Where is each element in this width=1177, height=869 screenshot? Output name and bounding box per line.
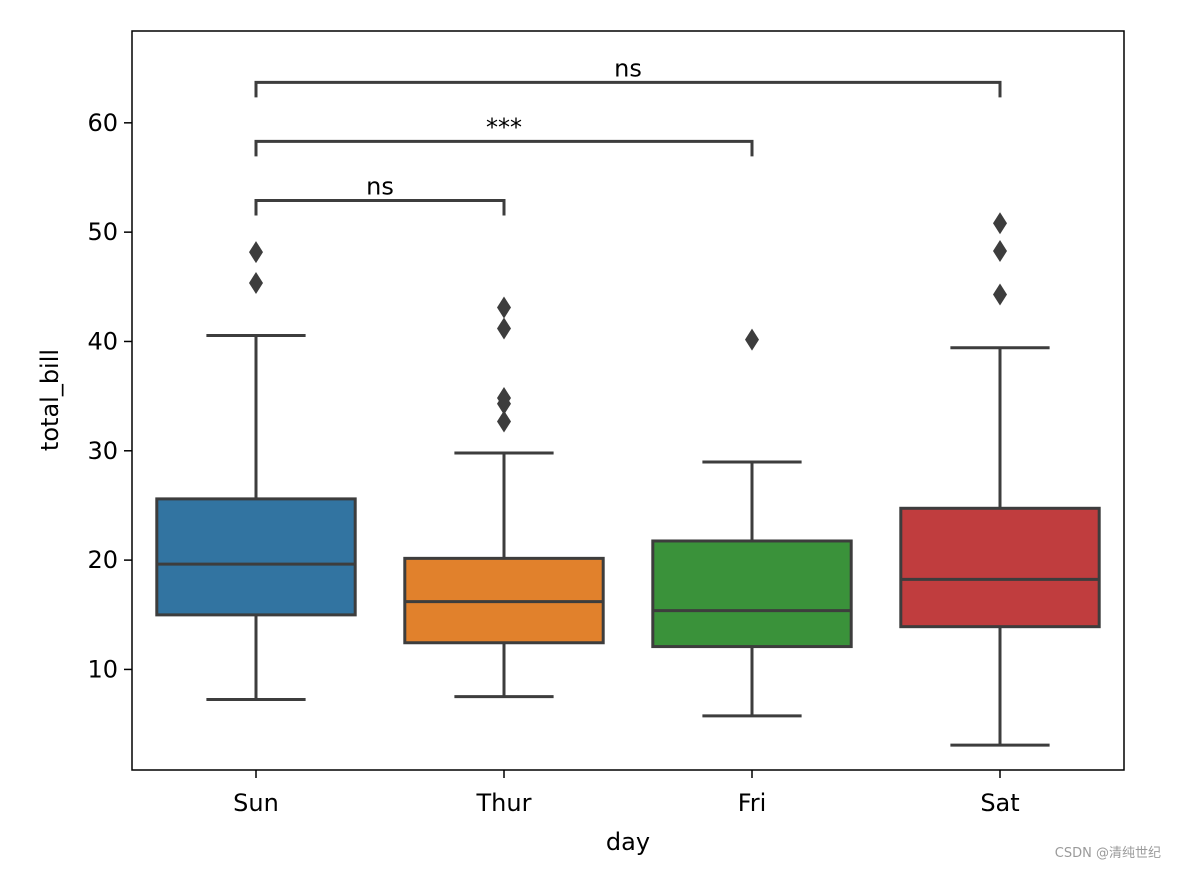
y-tick-label: 50 (87, 218, 118, 246)
outlier-point (993, 212, 1007, 235)
box-group-sun (155, 241, 357, 701)
outlier-point (993, 283, 1007, 306)
outlier-point (497, 386, 511, 409)
outlier-point (497, 296, 511, 319)
y-tick-label: 30 (87, 437, 118, 465)
plot-frame (131, 30, 1125, 771)
y-tick-label: 40 (87, 327, 118, 355)
watermark: CSDN @清纯世纪 (1054, 846, 1161, 861)
outlier-point (249, 241, 263, 264)
x-tick-label: Sat (980, 789, 1019, 817)
outlier-point (497, 317, 511, 340)
significance-label: *** (486, 113, 522, 141)
boxes-layer (155, 212, 1101, 747)
x-tick-label: Sun (233, 789, 279, 817)
y-tick-label: 10 (87, 655, 118, 683)
outlier-point (497, 410, 511, 433)
y-tick-label: 60 (87, 109, 118, 137)
significance-label: ns (366, 172, 394, 200)
outlier-point (993, 240, 1007, 263)
box-fri (651, 539, 853, 649)
y-tick-label: 20 (87, 546, 118, 574)
significance-label: ns (614, 54, 642, 82)
outlier-point (745, 328, 759, 351)
box-group-sat (899, 212, 1101, 747)
y-axis-label: total_bill (36, 349, 64, 451)
outlier-point (249, 271, 263, 294)
x-axis: Sun Thur Fri Sat (233, 770, 1020, 817)
y-axis: 10 20 30 40 50 60 (87, 109, 132, 683)
x-axis-label: day (606, 828, 650, 856)
significance-annotations: ns *** ns (254, 54, 1002, 216)
significance-bracket (254, 198, 506, 216)
box-group-thur (403, 296, 605, 699)
x-tick-label: Fri (738, 789, 767, 817)
box-group-fri (651, 328, 853, 718)
box-sat (899, 506, 1101, 629)
significance-bracket (254, 139, 754, 157)
x-tick-label: Thur (476, 789, 532, 817)
significance-bracket (254, 80, 1002, 98)
box-sun (155, 497, 357, 617)
